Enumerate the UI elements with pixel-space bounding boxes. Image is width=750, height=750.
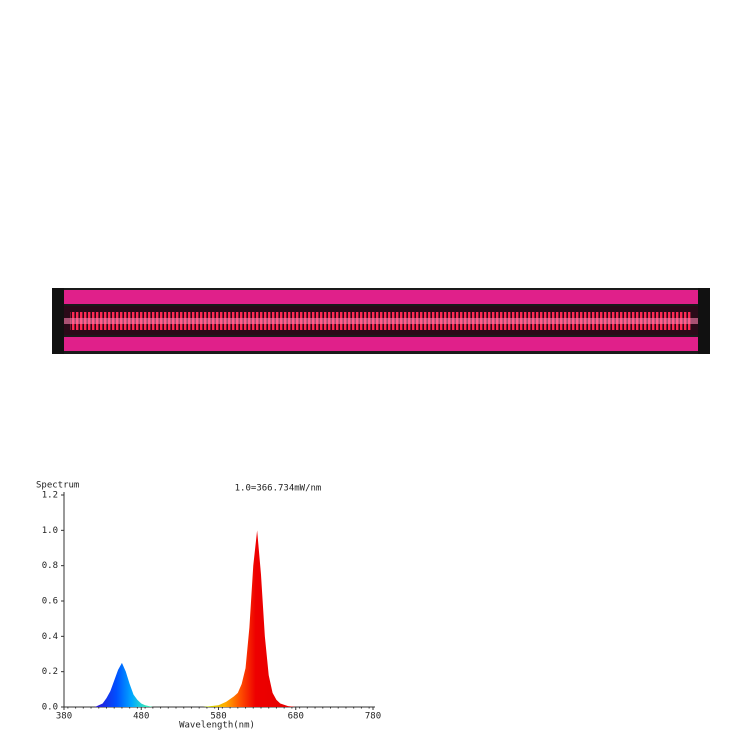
y-tick-label: 0.0	[42, 703, 58, 713]
led-grow-light	[52, 288, 710, 354]
y-tick-label: 0.8	[42, 561, 58, 571]
y-tick-label: 1.0	[42, 526, 58, 536]
spectrum-area	[64, 530, 373, 707]
y-tick-label: 0.2	[42, 667, 58, 677]
y-tick-label: 0.6	[42, 597, 58, 607]
y-tick-label: 1.2	[42, 491, 58, 501]
x-tick-label: 480	[133, 712, 149, 722]
y-tick-label: 0.4	[42, 632, 58, 642]
x-axis-label: Wavelength(nm)	[179, 721, 255, 731]
x-tick-label: 780	[365, 712, 381, 722]
x-tick-label: 580	[210, 712, 226, 722]
chart-title: Spectrum	[36, 481, 79, 491]
annotation: 1.0=366.734mW/nm	[235, 484, 322, 494]
x-tick-label: 680	[288, 712, 304, 722]
spectrum-chart: Spectrum 1.0=366.734mW/nm Wavelength(nm)…	[36, 481, 381, 731]
x-tick-label: 380	[56, 712, 72, 722]
